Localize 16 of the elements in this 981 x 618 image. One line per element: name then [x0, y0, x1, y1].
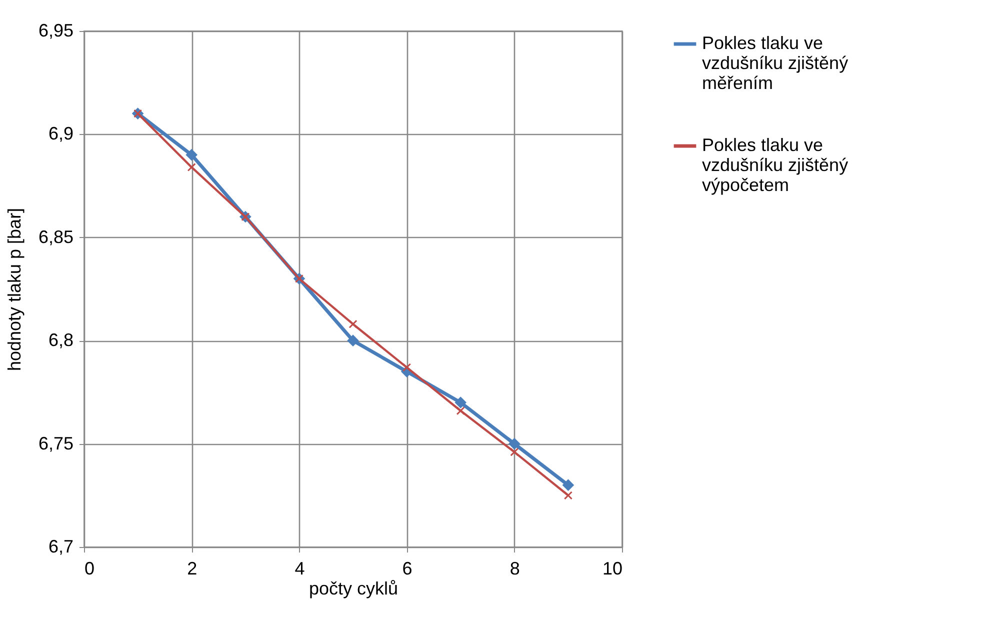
- y-tick-label: 6,85: [38, 226, 74, 247]
- x-axis-title: počty cyklů: [308, 578, 398, 598]
- y-tick-label: 6,7: [48, 536, 74, 556]
- x-tick-label: 0: [84, 558, 95, 578]
- legend-label: Pokles tlaku ve vzdušníku zjištěný výpočetem: [702, 135, 848, 195]
- x-tick-label: 6: [402, 558, 412, 578]
- x-tick-label: 4: [294, 558, 305, 578]
- x-tick-label: 8: [510, 558, 520, 578]
- y-tick-label: 6,75: [38, 433, 74, 454]
- legend-label: Pokles tlaku ve vzdušníku zjištěný měřením: [702, 33, 848, 93]
- x-tick-label: 2: [187, 558, 198, 578]
- y-tick-label: 6,95: [38, 20, 74, 40]
- y-tick-label: 6,8: [48, 330, 74, 350]
- x-tick-label: 10: [602, 558, 622, 578]
- y-axis-title: hodnoty tlaku p [bar]: [4, 208, 24, 372]
- y-tick-label: 6,9: [48, 124, 74, 144]
